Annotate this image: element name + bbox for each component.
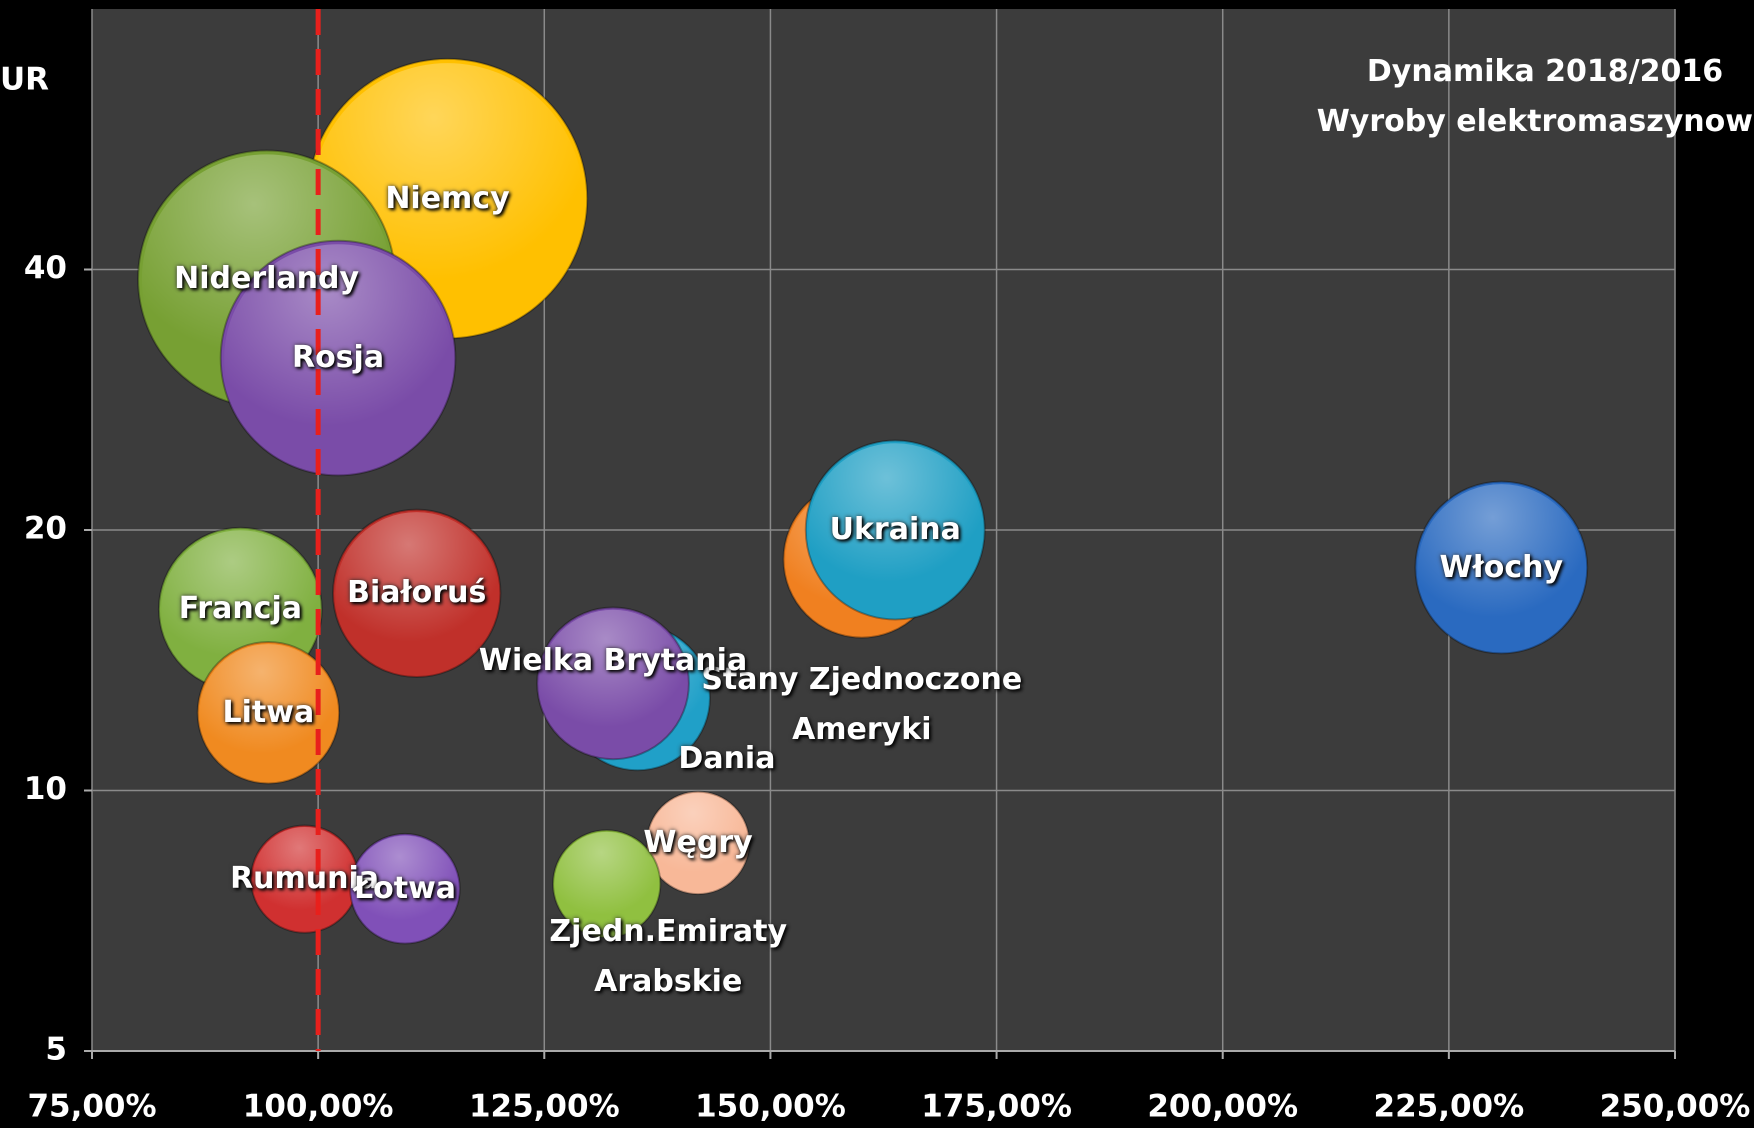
bubble-highlight — [539, 609, 687, 757]
bubble-highlight — [808, 443, 983, 617]
bubble-label: Rumunia — [230, 861, 380, 897]
bubble-label: Dania — [678, 741, 776, 777]
bubble-label: Stany Zjednoczone Ameryki — [701, 661, 1023, 747]
bubble-highlight — [199, 644, 338, 782]
bubble-label: Łotwa — [353, 870, 457, 906]
y-tick-label: 40 — [24, 250, 67, 286]
bubble-label: Niderlandy — [174, 261, 360, 296]
y-axis-label: UR — [0, 62, 49, 98]
bubble-label: Francja — [178, 591, 302, 627]
x-tick-label: 125,00% — [469, 1089, 620, 1125]
x-tick-label: 200,00% — [1147, 1089, 1298, 1125]
y-tick-label: 20 — [24, 511, 67, 547]
bubble-label: Ukraina — [829, 512, 961, 547]
bubble-label: Rosja — [291, 340, 385, 376]
x-tick-label: 225,00% — [1374, 1089, 1525, 1125]
x-tick-label: 75,00% — [27, 1089, 156, 1125]
bubble-label: Zjedn.Emiraty Arabskie — [549, 913, 788, 999]
chart-subtitle: Wyroby elektromaszynowe — [1316, 104, 1754, 139]
bubble-highlight — [335, 512, 498, 675]
x-tick-label: 250,00% — [1600, 1089, 1751, 1125]
bubble-label: Litwa — [222, 694, 315, 730]
bubble-highlight — [648, 793, 748, 893]
bubble-highlight — [554, 831, 659, 936]
x-tick-label: 175,00% — [921, 1089, 1072, 1125]
bubble-label: Niemcy — [385, 180, 510, 216]
bubble-label: Węgry — [643, 824, 753, 860]
y-tick-label: 10 — [24, 771, 67, 807]
bubble-highlight — [224, 244, 452, 472]
x-tick-label: 150,00% — [695, 1089, 846, 1125]
y-tick-label: 5 — [45, 1032, 67, 1068]
x-tick-label: 100,00% — [243, 1089, 394, 1125]
bubble-highlight — [1417, 484, 1585, 651]
bubble-highlight — [252, 827, 357, 932]
bubble-label: Wielka Brytania — [478, 642, 748, 678]
chart-title: Dynamika 2018/2016 — [1366, 54, 1724, 89]
bubble-label: Białoruś — [347, 575, 487, 611]
bubble-highlight — [351, 835, 459, 942]
bubble-label: Włochy — [1439, 549, 1564, 585]
